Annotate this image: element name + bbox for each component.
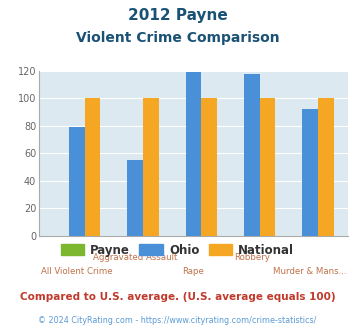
Bar [244, 74, 260, 236]
Bar [143, 98, 159, 236]
Bar [201, 98, 217, 236]
Text: © 2024 CityRating.com - https://www.cityrating.com/crime-statistics/: © 2024 CityRating.com - https://www.city… [38, 316, 317, 325]
Text: Compared to U.S. average. (U.S. average equals 100): Compared to U.S. average. (U.S. average … [20, 292, 335, 302]
Text: Rape: Rape [182, 267, 204, 276]
Bar [260, 98, 275, 236]
Text: All Violent Crime: All Violent Crime [41, 267, 113, 276]
Bar [127, 160, 143, 236]
Text: Murder & Mans...: Murder & Mans... [273, 267, 347, 276]
Bar [186, 72, 201, 236]
Bar [69, 127, 84, 236]
Legend: Payne, Ohio, National: Payne, Ohio, National [56, 239, 299, 261]
Bar [302, 110, 318, 236]
Text: Aggravated Assault: Aggravated Assault [93, 253, 177, 262]
Text: Robbery: Robbery [234, 253, 270, 262]
Bar [318, 98, 334, 236]
Text: Violent Crime Comparison: Violent Crime Comparison [76, 31, 279, 45]
Bar [84, 98, 100, 236]
Text: 2012 Payne: 2012 Payne [128, 8, 227, 23]
